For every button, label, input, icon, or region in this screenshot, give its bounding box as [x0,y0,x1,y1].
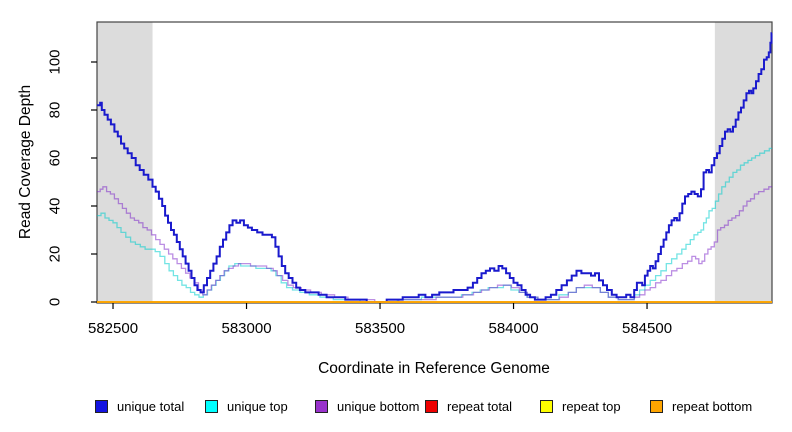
coverage-plot: 582500 583000 583500 584000 584500 0 20 40 60 80 1… [47,21,773,337]
legend-label: repeat top [562,399,621,414]
legend-swatch-unique-bottom [315,400,328,413]
y-axis-title: Read Coverage Depth [17,84,34,240]
plot-border [96,21,773,304]
legend-item-repeat-top: repeat top [540,399,621,414]
x-axis-title: Coordinate in Reference Genome [318,360,550,377]
series-unique-total [97,32,773,303]
legend-swatch-unique-total [95,400,108,413]
y-tick-label: 100 [47,49,64,74]
legend-item-repeat-total: repeat total [425,399,512,414]
legend-label: unique top [227,399,288,414]
x-tick-label: 584500 [622,320,672,337]
series-unique-bottom [97,186,772,303]
legend-item-unique-total: unique total [95,399,184,414]
series-unique-top [97,147,772,303]
legend-label: unique bottom [337,399,420,414]
legend-item-unique-top: unique top [205,399,288,414]
x-tick-label: 583000 [221,320,271,337]
legend-label: repeat total [447,399,513,414]
y-tick-label: 60 [47,150,64,167]
x-tick-label: 583500 [355,320,405,337]
x-tick-label: 584000 [489,320,539,337]
legend-item-unique-bottom: unique bottom [315,399,419,414]
y-tick-label: 0 [47,298,64,306]
y-tick-label: 80 [47,102,64,119]
legend-swatch-repeat-top [540,400,553,413]
x-tick-label: 582500 [88,320,138,337]
shaded-region [97,22,153,303]
legend-swatch-unique-top [205,400,218,413]
legend-label: unique total [117,399,185,414]
legend-label: repeat bottom [672,399,753,414]
legend-swatch-repeat-total [425,400,438,413]
legend-item-repeat-bottom: repeat bottom [650,399,752,414]
y-tick-label: 40 [47,198,64,215]
legend: unique total unique top unique bottom repea… [0,399,792,417]
y-tick-label: 20 [47,246,64,263]
legend-swatch-repeat-bottom [650,400,663,413]
